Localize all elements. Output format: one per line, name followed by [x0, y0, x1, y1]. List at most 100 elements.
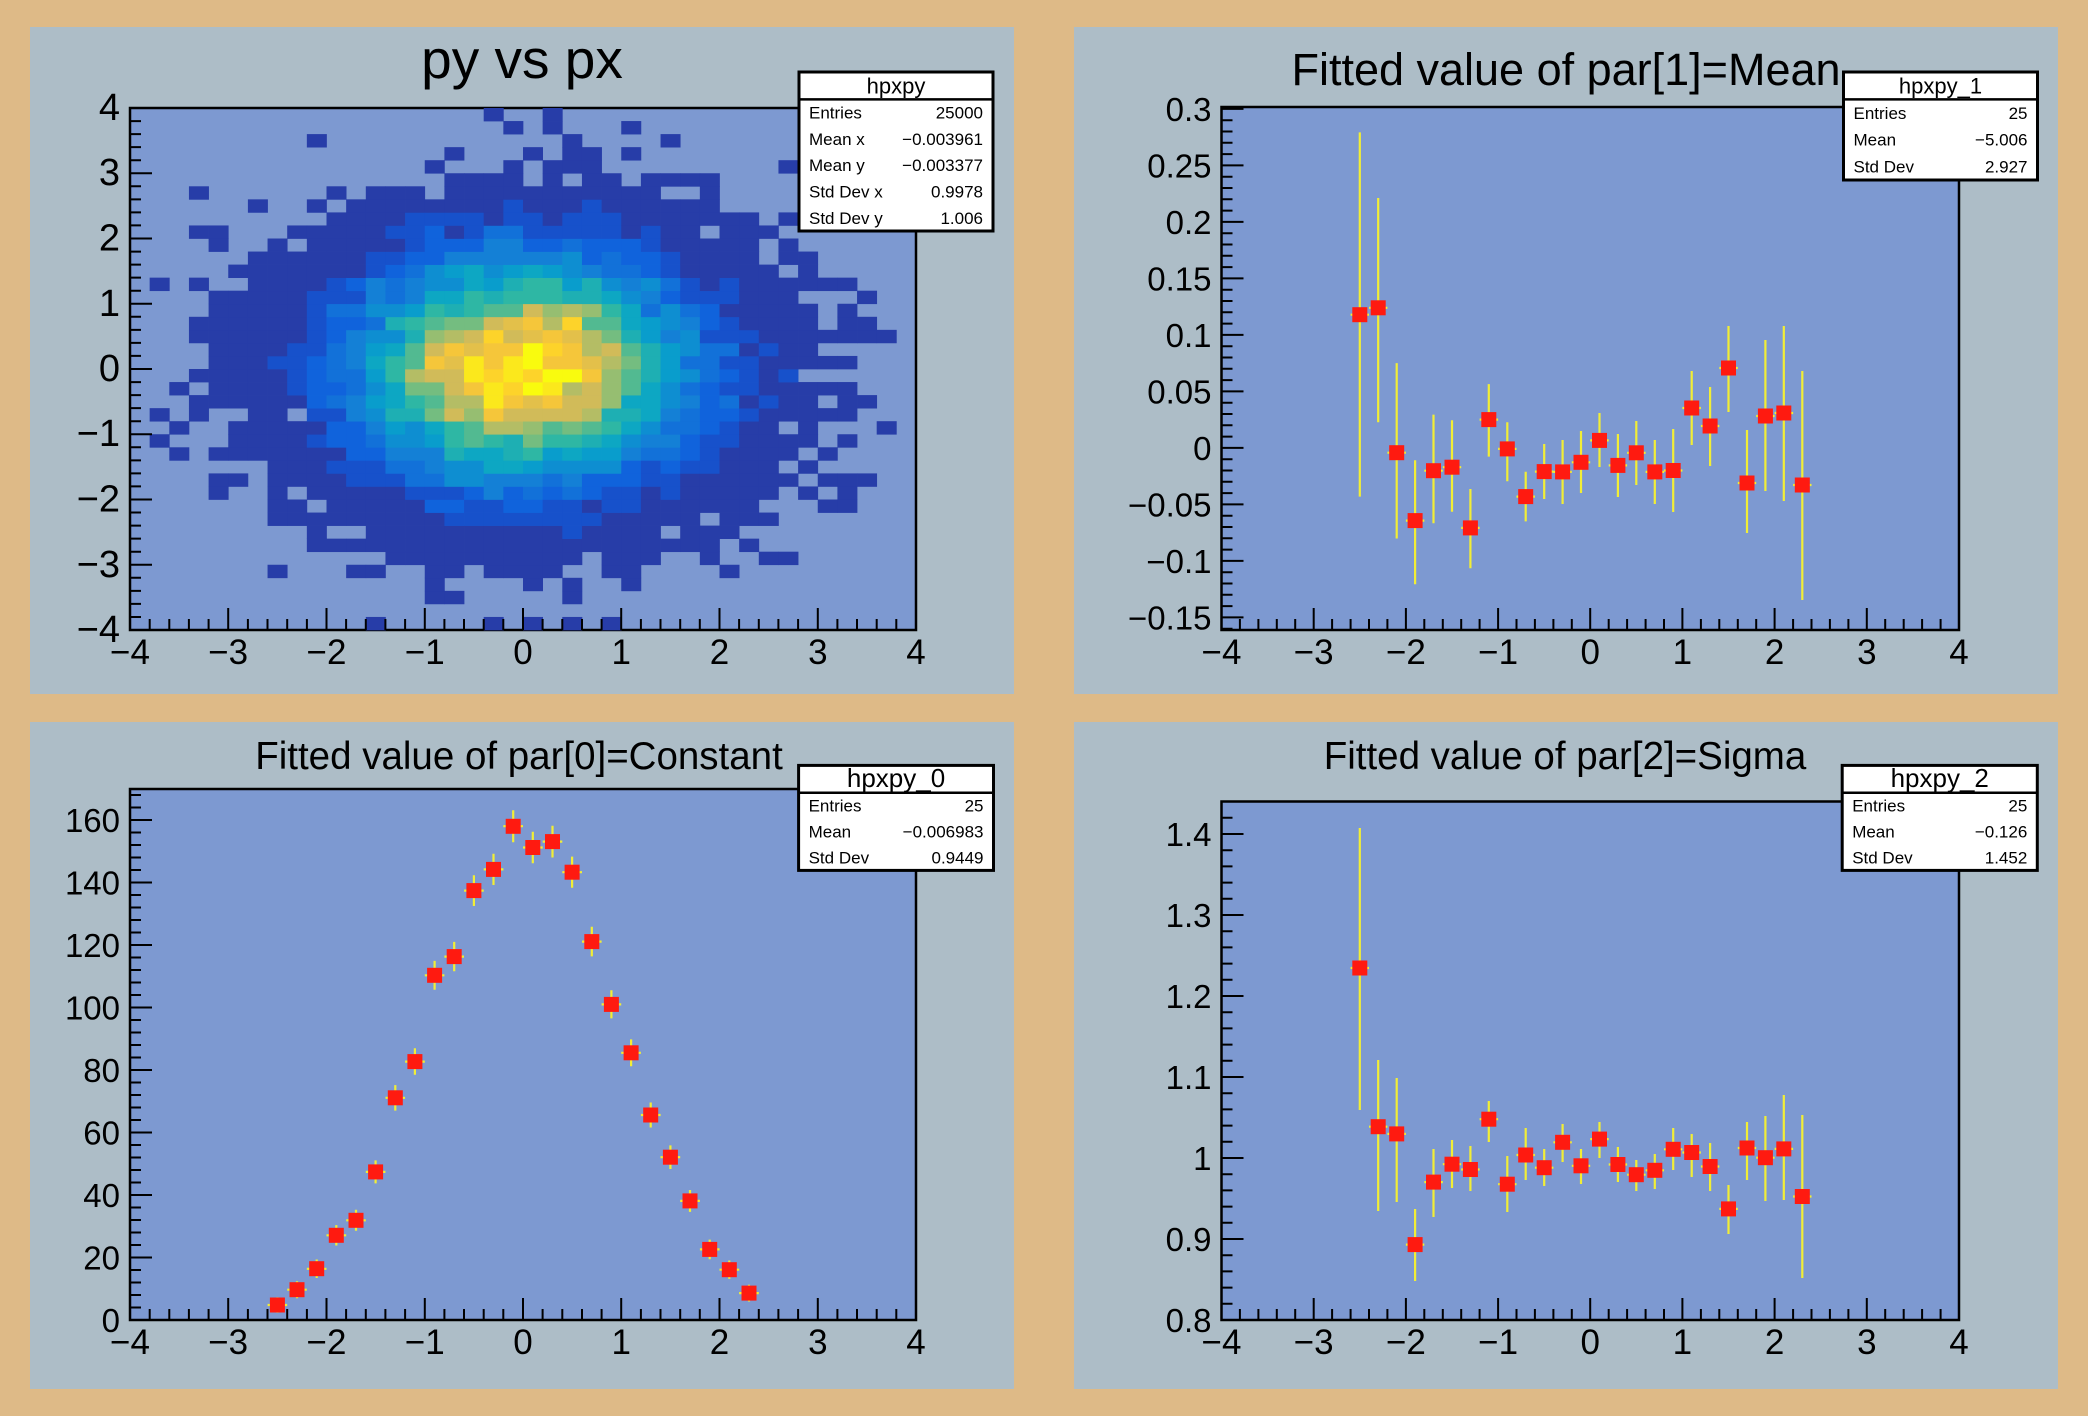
svg-text:−5.006: −5.006	[1975, 131, 2027, 150]
svg-text:4: 4	[906, 633, 925, 672]
svg-text:−1: −1	[1478, 633, 1518, 672]
svg-text:0.1: 0.1	[1166, 317, 1212, 354]
svg-text:4: 4	[1949, 633, 1968, 672]
svg-text:3: 3	[1857, 1323, 1876, 1362]
svg-text:Std Dev y: Std Dev y	[809, 209, 883, 228]
svg-text:0: 0	[99, 348, 120, 390]
svg-text:120: 120	[65, 927, 120, 964]
svg-text:Mean: Mean	[809, 823, 852, 842]
svg-text:−4: −4	[1202, 633, 1242, 672]
svg-text:−3: −3	[1294, 1323, 1334, 1362]
svg-text:−1: −1	[405, 1323, 445, 1362]
svg-text:−2: −2	[1386, 1323, 1426, 1362]
svg-text:3: 3	[1857, 633, 1876, 672]
svg-text:−0.003961: −0.003961	[902, 130, 983, 149]
svg-text:0.2: 0.2	[1166, 204, 1212, 241]
svg-text:py vs px: py vs px	[421, 28, 623, 90]
svg-text:1.452: 1.452	[1985, 849, 2028, 868]
svg-text:−4: −4	[1202, 1323, 1242, 1362]
svg-text:Std Dev x: Std Dev x	[809, 183, 883, 202]
svg-text:−0.1: −0.1	[1146, 543, 1211, 580]
svg-text:−0.003377: −0.003377	[902, 156, 983, 175]
svg-text:0.9449: 0.9449	[932, 849, 984, 868]
svg-text:0: 0	[1193, 430, 1211, 467]
svg-text:1.1: 1.1	[1166, 1059, 1212, 1096]
svg-text:40: 40	[83, 1177, 120, 1214]
svg-text:Fitted value of par[1]=Mean: Fitted value of par[1]=Mean	[1291, 44, 1840, 95]
svg-text:4: 4	[1949, 1323, 1968, 1362]
svg-text:hpxpy_0: hpxpy_0	[847, 763, 945, 793]
svg-text:0.05: 0.05	[1147, 373, 1211, 410]
svg-text:Mean: Mean	[1854, 131, 1897, 150]
svg-text:1: 1	[99, 283, 120, 325]
svg-text:1.2: 1.2	[1166, 978, 1212, 1015]
svg-text:Fitted value of par[2]=Sigma: Fitted value of par[2]=Sigma	[1324, 735, 1807, 778]
svg-text:0.9978: 0.9978	[931, 183, 983, 202]
svg-text:0: 0	[1580, 1323, 1599, 1362]
svg-text:1.4: 1.4	[1166, 816, 1212, 853]
svg-text:0: 0	[513, 633, 532, 672]
svg-text:1: 1	[611, 633, 630, 672]
svg-text:25000: 25000	[936, 104, 983, 123]
svg-text:4: 4	[99, 87, 120, 129]
svg-text:3: 3	[808, 1323, 827, 1362]
svg-text:4: 4	[906, 1323, 925, 1362]
svg-text:2: 2	[710, 1323, 729, 1362]
svg-text:60: 60	[83, 1115, 120, 1152]
svg-text:3: 3	[99, 152, 120, 194]
svg-text:20: 20	[83, 1240, 120, 1277]
svg-text:−0.15: −0.15	[1128, 599, 1212, 636]
svg-text:Fitted value of par[0]=Constan: Fitted value of par[0]=Constant	[255, 735, 783, 778]
svg-text:−1: −1	[405, 633, 445, 672]
svg-text:−3: −3	[208, 633, 248, 672]
svg-text:−3: −3	[208, 1323, 248, 1362]
svg-text:−2: −2	[1386, 633, 1426, 672]
svg-text:1: 1	[1193, 1140, 1211, 1177]
svg-text:0.9: 0.9	[1166, 1221, 1212, 1258]
svg-text:160: 160	[65, 802, 120, 839]
svg-text:−2: −2	[307, 633, 347, 672]
svg-text:80: 80	[83, 1052, 120, 1089]
svg-text:Std Dev: Std Dev	[1854, 158, 1915, 177]
svg-text:−0.05: −0.05	[1128, 486, 1212, 523]
svg-text:0: 0	[513, 1323, 532, 1362]
svg-text:1: 1	[1673, 1323, 1692, 1362]
svg-text:0.15: 0.15	[1147, 260, 1211, 297]
svg-text:0.3: 0.3	[1166, 91, 1212, 128]
svg-text:0: 0	[1580, 633, 1599, 672]
svg-text:2: 2	[710, 633, 729, 672]
svg-text:−4: −4	[110, 1323, 150, 1362]
svg-text:0.8: 0.8	[1166, 1302, 1212, 1339]
svg-text:25: 25	[2008, 797, 2027, 816]
svg-text:0: 0	[102, 1302, 120, 1339]
svg-text:−0.126: −0.126	[1975, 823, 2027, 842]
svg-text:hpxpy_1: hpxpy_1	[1899, 73, 1982, 98]
svg-text:1: 1	[611, 1323, 630, 1362]
svg-text:Mean x: Mean x	[809, 130, 865, 149]
svg-text:hpxpy_2: hpxpy_2	[1891, 763, 1989, 793]
svg-text:0.25: 0.25	[1147, 147, 1211, 184]
svg-text:2: 2	[1765, 633, 1784, 672]
svg-text:−4: −4	[110, 633, 150, 672]
svg-text:3: 3	[808, 633, 827, 672]
svg-text:−1: −1	[1478, 1323, 1518, 1362]
svg-text:−1: −1	[77, 413, 120, 455]
svg-text:2: 2	[99, 218, 120, 260]
svg-text:1.3: 1.3	[1166, 897, 1212, 934]
svg-text:25: 25	[2009, 104, 2028, 123]
svg-text:25: 25	[965, 797, 984, 816]
svg-text:Entries: Entries	[1852, 797, 1905, 816]
svg-text:Entries: Entries	[1854, 104, 1907, 123]
svg-text:−3: −3	[77, 544, 120, 586]
svg-text:Entries: Entries	[809, 797, 862, 816]
svg-text:−2: −2	[307, 1323, 347, 1362]
svg-text:Mean: Mean	[1852, 823, 1895, 842]
svg-text:Mean y: Mean y	[809, 156, 865, 175]
svg-text:100: 100	[65, 990, 120, 1027]
svg-text:Std Dev: Std Dev	[1852, 849, 1913, 868]
svg-text:−0.006983: −0.006983	[903, 823, 984, 842]
svg-text:−4: −4	[77, 609, 120, 651]
svg-text:140: 140	[65, 865, 120, 902]
svg-text:1: 1	[1673, 633, 1692, 672]
svg-text:2.927: 2.927	[1985, 158, 2028, 177]
